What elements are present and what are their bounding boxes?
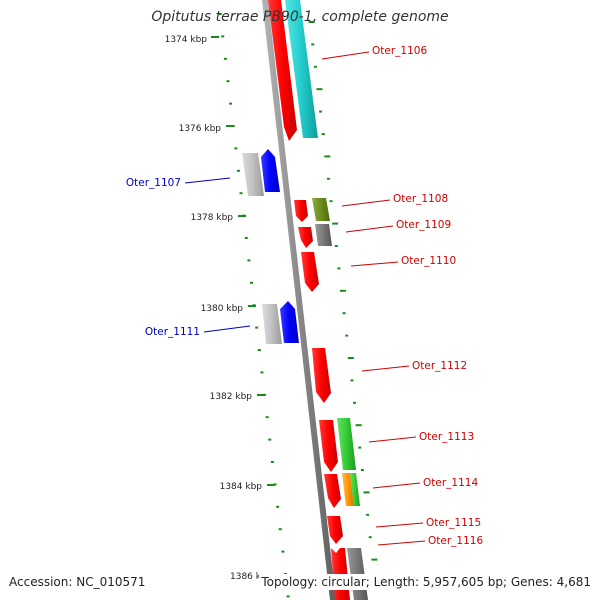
gene-Oter_1109[interactable] <box>298 227 313 248</box>
gene-Oter_1111[interactable] <box>280 301 299 343</box>
gene-Oter_1107-partner[interactable] <box>242 153 264 196</box>
kbp-label-1374: 1374 kbp <box>165 35 208 45</box>
leader-Oter_1114 <box>372 482 421 489</box>
gene-Oter_1106[interactable] <box>268 0 297 141</box>
leader-Oter_1107 <box>184 177 231 184</box>
gene-Oter_1109-partner[interactable] <box>315 224 332 246</box>
kbp-label-1378: 1378 kbp <box>191 213 234 223</box>
gene-leader-lines <box>184 51 426 546</box>
gene-Oter_1112[interactable] <box>312 348 331 403</box>
gene-Oter_1114-partner-green[interactable] <box>350 473 360 506</box>
gene-Oter_1108[interactable] <box>294 200 308 222</box>
gene-labels: Oter_1106 Oter_1107 Oter_1108 Oter_1109 … <box>126 45 484 547</box>
gene-Oter_1107[interactable] <box>261 149 280 192</box>
label-Oter_1114[interactable]: Oter_1114 <box>423 477 478 489</box>
label-Oter_1112[interactable]: Oter_1112 <box>412 360 467 372</box>
kbp-axis: 1374 kbp 1376 kbp 1378 kbp 1380 kbp 1382… <box>165 35 275 582</box>
label-Oter_1115[interactable]: Oter_1115 <box>426 517 481 529</box>
kbp-label-1386: 1386 k <box>230 572 262 582</box>
gene-Oter_1114[interactable] <box>324 474 341 508</box>
leader-Oter_1109 <box>345 225 394 233</box>
label-Oter_1113[interactable]: Oter_1113 <box>419 431 474 443</box>
kbp-label-1380: 1380 kbp <box>201 304 244 314</box>
leader-Oter_1111 <box>203 325 251 333</box>
leader-Oter_1113 <box>368 436 417 443</box>
leader-Oter_1106 <box>321 51 370 60</box>
label-Oter_1116[interactable]: Oter_1116 <box>428 535 483 547</box>
gene-Oter_1113[interactable] <box>319 420 338 472</box>
accession-text: Accession: NC_010571 <box>7 574 148 590</box>
leader-Oter_1116 <box>377 540 426 546</box>
label-Oter_1111[interactable]: Oter_1111 <box>145 326 200 338</box>
label-Oter_1110[interactable]: Oter_1110 <box>401 255 456 267</box>
label-Oter_1106[interactable]: Oter_1106 <box>372 45 427 57</box>
gene-Oter_1111-partner[interactable] <box>262 304 282 344</box>
gene-Oter_1115[interactable] <box>327 516 343 544</box>
gene-Oter_1110[interactable] <box>301 252 319 292</box>
label-Oter_1108[interactable]: Oter_1108 <box>393 193 448 205</box>
label-Oter_1107[interactable]: Oter_1107 <box>126 177 181 189</box>
leader-Oter_1108 <box>341 199 391 207</box>
kbp-label-1382: 1382 kbp <box>210 392 253 402</box>
leader-Oter_1115 <box>375 522 424 528</box>
genome-title: Opitutus terrae PB90-1, complete genome <box>151 9 449 25</box>
label-Oter_1109[interactable]: Oter_1109 <box>396 219 451 231</box>
gene-features <box>242 0 368 600</box>
leader-Oter_1112 <box>361 365 410 372</box>
kbp-label-1384: 1384 kbp <box>220 482 263 492</box>
genome-backbone <box>262 0 336 600</box>
gene-Oter_1113-partner[interactable] <box>337 418 356 470</box>
genome-summary-text: Topology: circular; Length: 5,957,605 bp… <box>259 574 593 590</box>
gene-Oter_1106-partner[interactable] <box>285 0 318 138</box>
leader-Oter_1110 <box>350 261 399 267</box>
kbp-label-1376: 1376 kbp <box>179 124 222 134</box>
gene-Oter_1108-partner[interactable] <box>312 198 330 221</box>
